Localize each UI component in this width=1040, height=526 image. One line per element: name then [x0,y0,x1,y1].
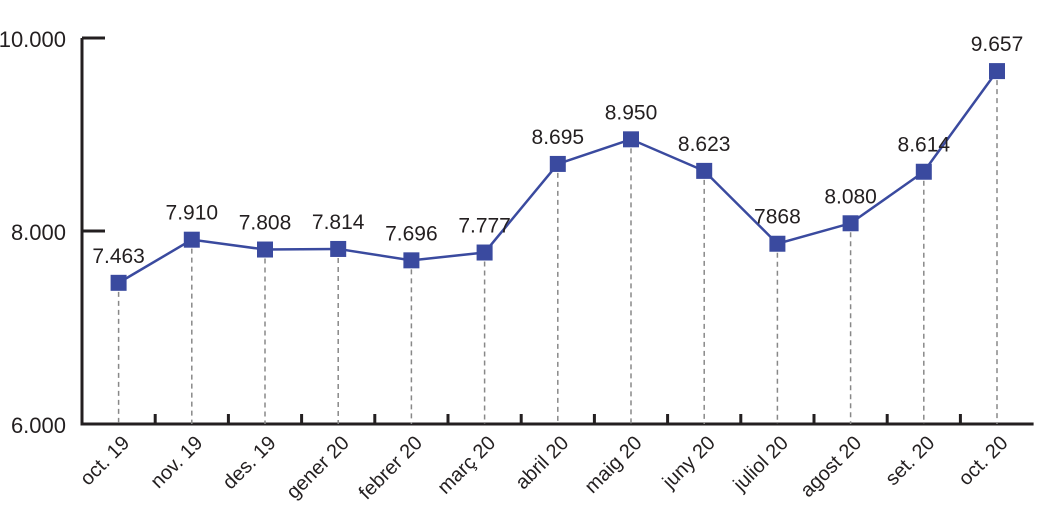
data-point [549,155,566,172]
x-tick-label: abril 20 [511,432,573,494]
y-tick-label: 8.000 [11,220,66,245]
x-tick-label: maig 20 [581,432,647,498]
x-tick-label: gener 20 [282,432,353,503]
x-tick-label: des. 19 [219,432,281,494]
y-tick-label: 6.000 [11,413,66,438]
data-point [257,241,273,258]
data-label: 8.614 [898,134,951,157]
data-label: 7868 [754,206,801,229]
data-point [915,163,932,180]
data-point [769,235,786,252]
data-label: 8.950 [605,101,658,124]
x-tick-label: oct. 20 [955,432,1013,490]
x-tick-label: juny 20 [658,432,720,494]
data-point [842,215,859,232]
y-tick-label: 10.000 [0,27,66,52]
data-point [183,231,200,248]
data-label: 7.777 [458,215,511,238]
data-label: 8.623 [678,133,731,156]
data-point [623,131,639,148]
data-label: 7.814 [312,211,365,234]
data-point [476,244,493,261]
x-tick-label: juliol 20 [729,432,793,496]
x-tick-label: set. 20 [881,432,939,490]
data-label: 7.910 [166,202,219,225]
data-label: 8.080 [824,185,877,208]
data-point [403,252,420,269]
x-tick-label: febrer 20 [355,432,427,504]
data-label: 9.657 [971,33,1024,56]
data-label: 7.696 [385,222,438,245]
data-label: 7.808 [239,212,292,235]
data-label: 7.463 [92,245,145,268]
data-point [989,63,1005,80]
x-tick-label: nov. 19 [146,432,207,493]
data-point [330,240,347,257]
x-tick-label: oct. 19 [76,432,134,490]
data-label: 8.695 [532,126,585,149]
data-point [110,274,127,291]
x-tick-label: març 20 [433,432,500,499]
data-point [696,162,713,179]
x-tick-label: agost 20 [796,432,866,502]
